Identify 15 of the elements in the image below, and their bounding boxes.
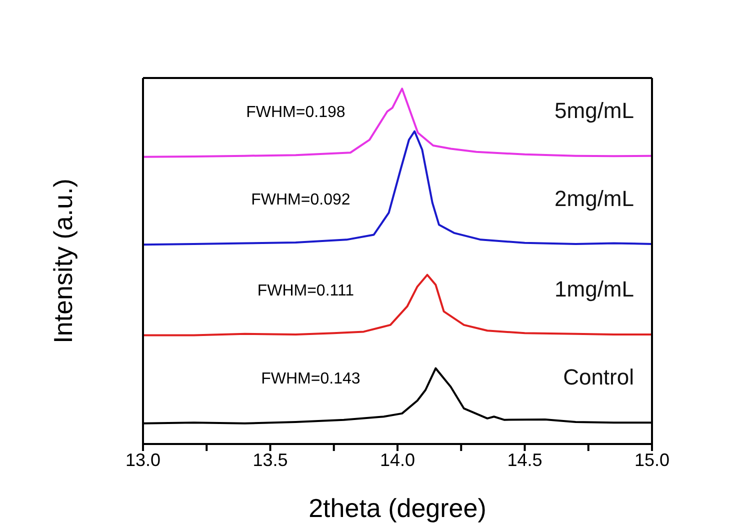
series-label: Control [563, 364, 634, 390]
x-tick-label: 14.5 [507, 450, 542, 470]
annotation: FWHM=0.143 [261, 370, 360, 388]
annotation: FWHM=0.092 [251, 192, 350, 209]
series-label: 2mg/mL [554, 186, 634, 211]
x-tick-label: 15.0 [634, 450, 670, 470]
annotation: FWHM=0.111 [257, 282, 354, 300]
x-axis-title: 2theta (degree) [308, 493, 486, 523]
x-tick-label: 13.5 [252, 450, 288, 470]
series-label: 5mg/mL [554, 98, 634, 123]
x-tick-label: 13.0 [125, 450, 161, 470]
series-label: 1mg/mL [554, 276, 634, 302]
y-axis-title: Intensity (a.u.) [48, 178, 78, 344]
x-tick-label: 14.0 [380, 450, 416, 470]
annotation: FWHM=0.198 [246, 104, 346, 121]
